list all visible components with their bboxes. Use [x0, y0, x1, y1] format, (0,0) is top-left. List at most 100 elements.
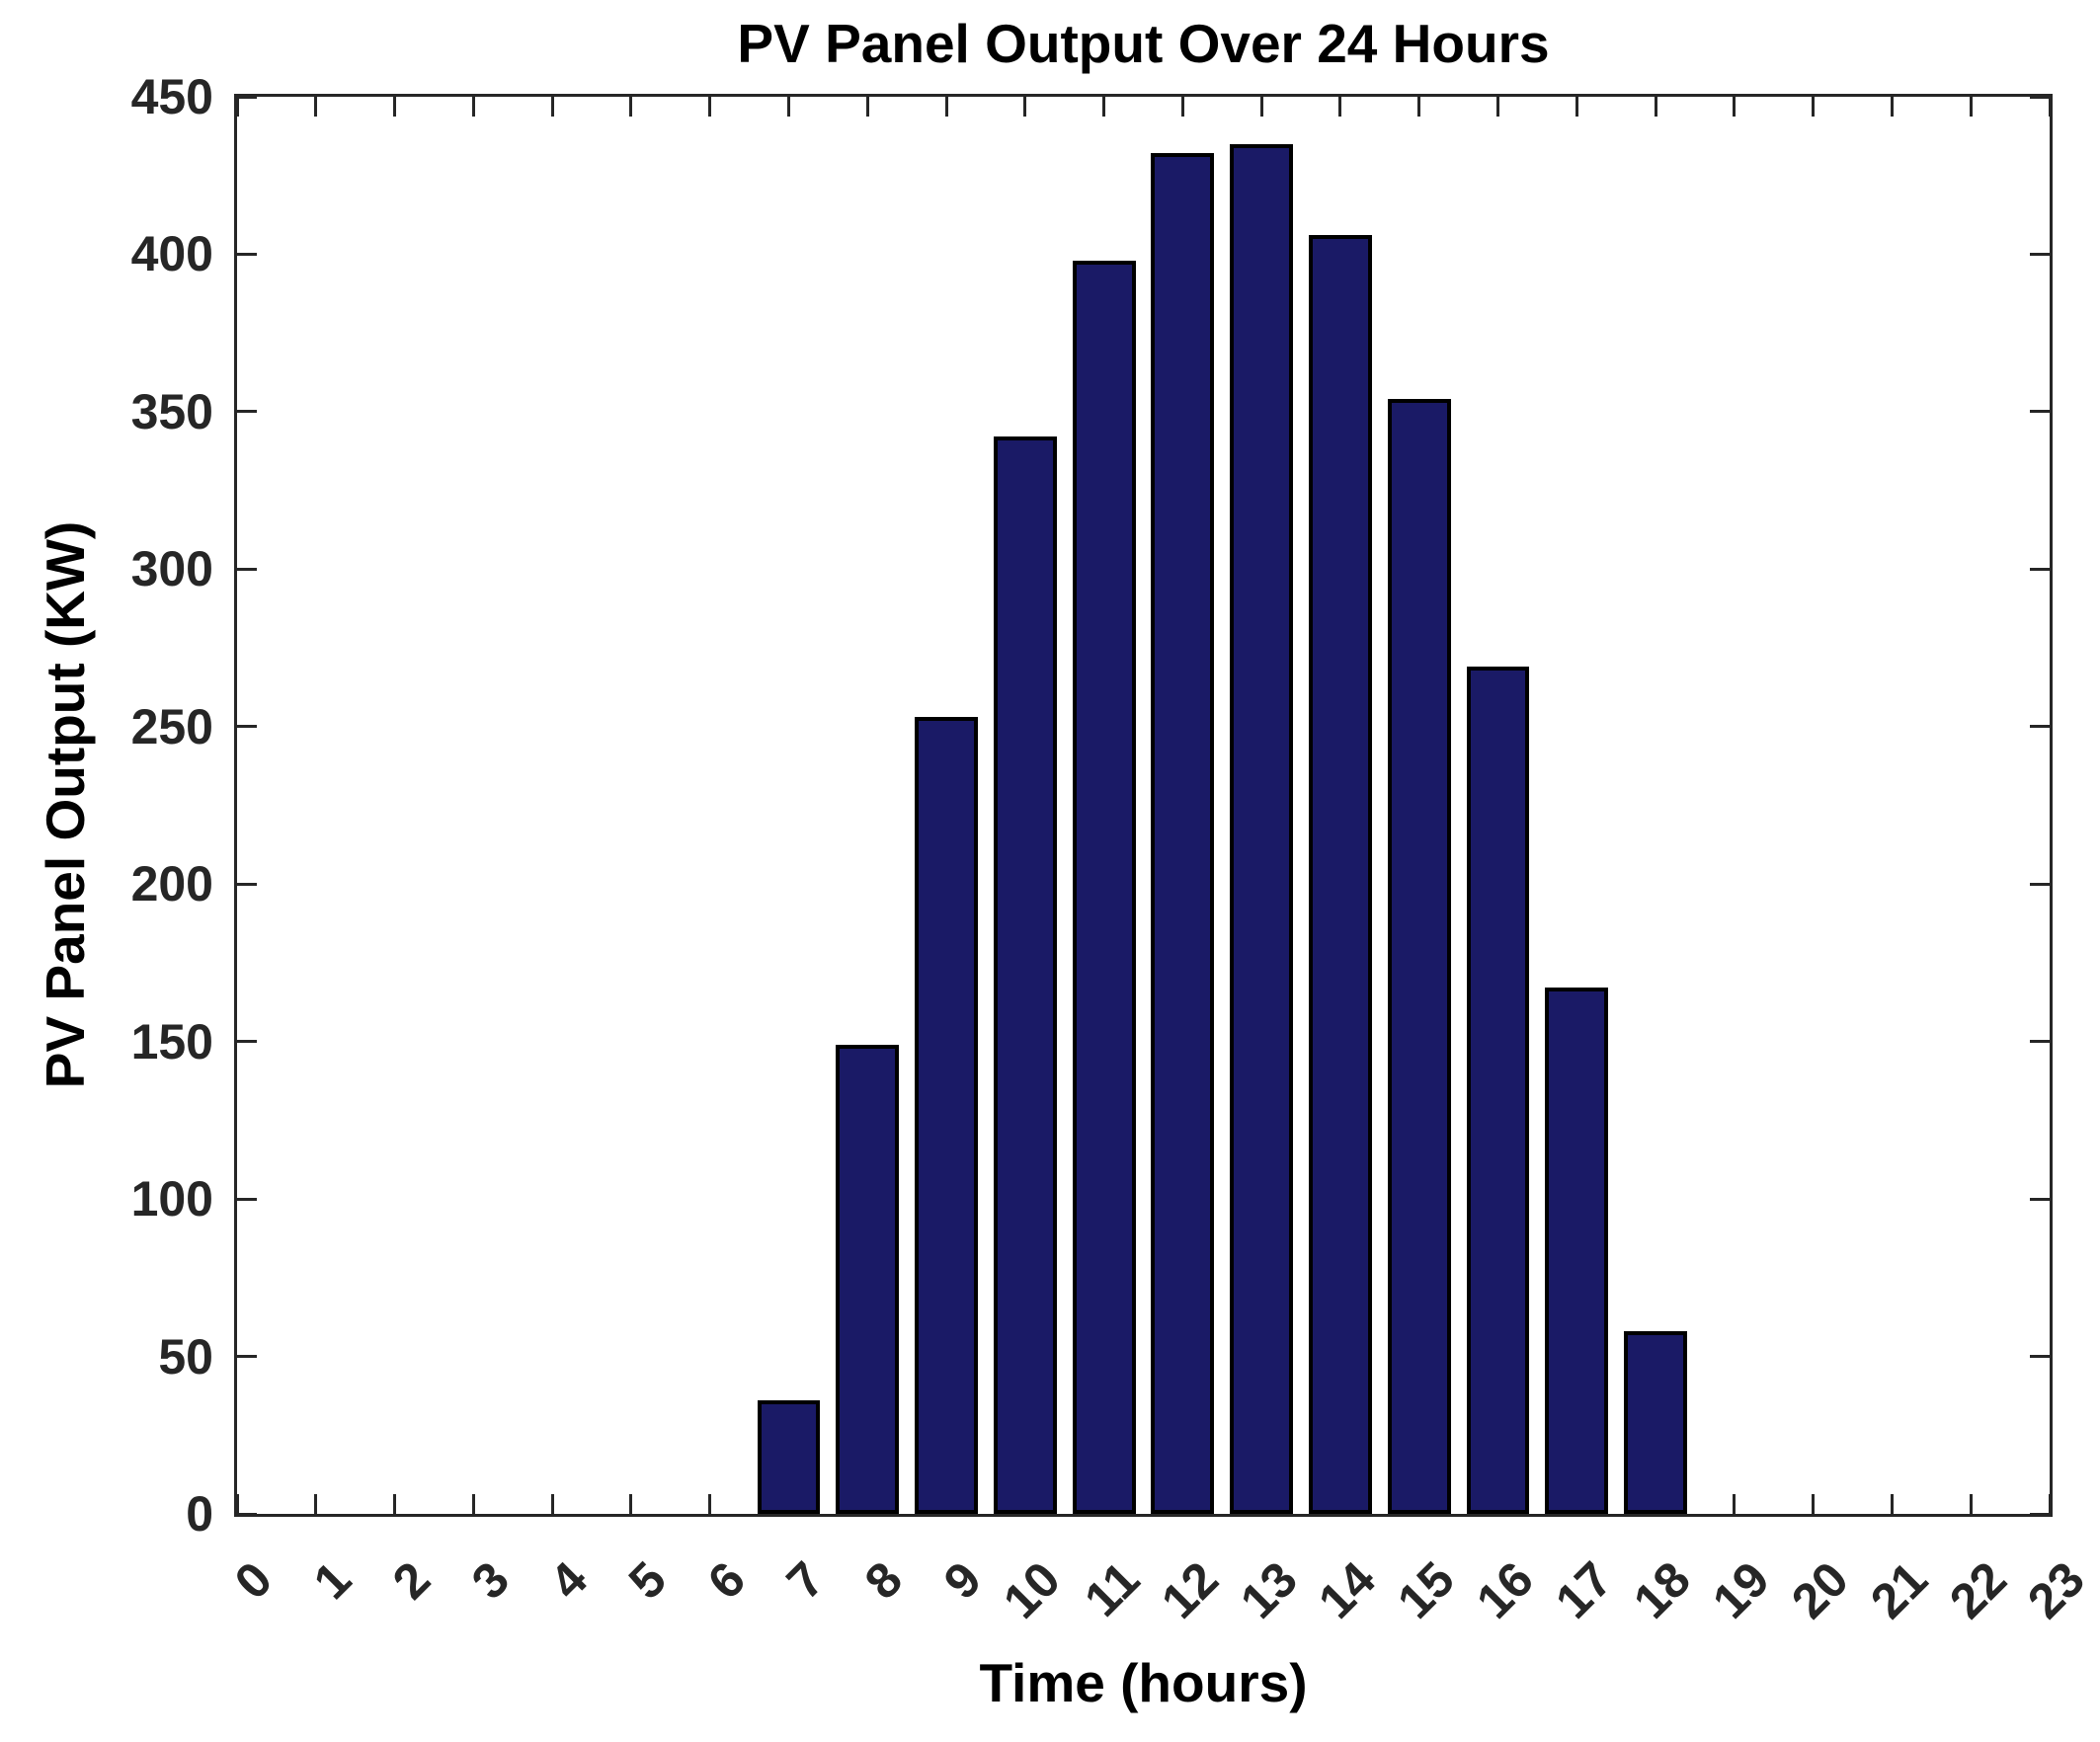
x-tick-top — [629, 97, 633, 117]
x-tick-label: 3 — [460, 1550, 520, 1610]
x-tick-top — [1417, 97, 1421, 117]
x-tick-bottom — [393, 1494, 397, 1514]
y-tick-left — [237, 567, 257, 571]
y-tick-right — [2030, 1355, 2050, 1359]
x-tick-label: 22 — [1938, 1550, 2017, 1629]
y-tick-label: 0 — [186, 1486, 213, 1542]
x-tick-label: 18 — [1623, 1550, 1702, 1629]
bar-hour-18 — [1624, 1331, 1687, 1514]
x-tick-top — [1496, 97, 1500, 117]
y-tick-label: 300 — [130, 541, 213, 597]
bar-hour-12 — [1151, 153, 1215, 1514]
y-tick-label: 250 — [130, 698, 213, 754]
x-tick-top — [1812, 97, 1816, 117]
bar-hour-10 — [993, 436, 1057, 1514]
y-tick-left — [237, 882, 257, 886]
x-tick-label: 6 — [696, 1550, 757, 1610]
x-tick-top — [471, 97, 475, 117]
x-tick-top — [393, 97, 397, 117]
x-tick-top — [1890, 97, 1894, 117]
x-tick-bottom — [550, 1494, 554, 1514]
y-tick-left — [237, 95, 257, 99]
x-tick-top — [1023, 97, 1027, 117]
y-tick-right — [2030, 410, 2050, 414]
y-tick-left — [237, 1512, 257, 1516]
bar-hour-17 — [1545, 988, 1609, 1514]
y-tick-left — [237, 725, 257, 729]
x-tick-bottom — [2048, 1494, 2052, 1514]
x-tick-top — [1180, 97, 1184, 117]
x-tick-top — [1969, 97, 1973, 117]
x-tick-bottom — [1812, 1494, 1816, 1514]
x-tick-bottom — [629, 1494, 633, 1514]
bar-hour-11 — [1072, 260, 1136, 1514]
y-axis-label: PV Panel Output (KW) — [35, 520, 96, 1089]
bar-hour-14 — [1309, 235, 1372, 1514]
chart-title: PV Panel Output Over 24 Hours — [737, 13, 1550, 74]
x-tick-top — [1338, 97, 1342, 117]
x-tick-label: 5 — [617, 1550, 678, 1610]
y-tick-right — [2030, 725, 2050, 729]
x-tick-top — [708, 97, 712, 117]
y-tick-right — [2030, 1197, 2050, 1201]
x-tick-label: 9 — [933, 1550, 993, 1610]
y-tick-left — [237, 410, 257, 414]
x-tick-bottom — [1733, 1494, 1737, 1514]
y-tick-left — [237, 1355, 257, 1359]
y-tick-label: 200 — [130, 856, 213, 912]
bar-hour-15 — [1387, 399, 1451, 1514]
x-tick-top — [944, 97, 948, 117]
x-tick-top — [550, 97, 554, 117]
x-tick-label: 13 — [1229, 1550, 1308, 1629]
x-tick-label: 21 — [1859, 1550, 1938, 1629]
y-tick-right — [2030, 882, 2050, 886]
x-tick-top — [786, 97, 790, 117]
x-tick-bottom — [471, 1494, 475, 1514]
y-tick-label: 400 — [130, 226, 213, 282]
y-tick-right — [2030, 567, 2050, 571]
y-tick-left — [237, 1040, 257, 1044]
bar-hour-7 — [757, 1400, 821, 1514]
x-tick-label: 19 — [1702, 1550, 1781, 1629]
y-tick-label: 50 — [158, 1328, 213, 1385]
y-tick-left — [237, 252, 257, 256]
x-tick-label: 15 — [1387, 1550, 1466, 1629]
y-tick-label: 350 — [130, 383, 213, 439]
x-tick-top — [235, 97, 239, 117]
x-tick-label: 10 — [993, 1550, 1072, 1629]
y-tick-right — [2030, 1040, 2050, 1044]
plot-area — [235, 95, 2052, 1516]
x-tick-label: 1 — [302, 1550, 363, 1610]
x-tick-label: 11 — [1073, 1550, 1150, 1627]
x-tick-bottom — [235, 1494, 239, 1514]
x-tick-top — [865, 97, 869, 117]
x-tick-top — [1733, 97, 1737, 117]
y-tick-label: 100 — [130, 1171, 213, 1227]
y-tick-right — [2030, 1512, 2050, 1516]
x-tick-top — [1259, 97, 1263, 117]
x-tick-top — [2048, 97, 2052, 117]
bar-hour-16 — [1466, 667, 1530, 1514]
y-tick-label: 150 — [130, 1013, 213, 1069]
x-tick-bottom — [708, 1494, 712, 1514]
x-tick-bottom — [1890, 1494, 1894, 1514]
x-tick-label: 23 — [2017, 1550, 2096, 1629]
y-tick-right — [2030, 95, 2050, 99]
x-axis-label: Time (hours) — [979, 1652, 1308, 1713]
x-tick-label: 7 — [775, 1550, 835, 1610]
bar-hour-13 — [1230, 143, 1294, 1514]
x-tick-top — [1654, 97, 1657, 117]
x-tick-label: 12 — [1150, 1550, 1229, 1629]
x-tick-label: 17 — [1544, 1550, 1623, 1629]
y-tick-left — [237, 1197, 257, 1201]
x-tick-bottom — [314, 1494, 318, 1514]
x-tick-top — [1102, 97, 1106, 117]
x-tick-label: 16 — [1465, 1550, 1544, 1629]
plot-frame — [234, 94, 2053, 1517]
bar-hour-9 — [915, 717, 978, 1514]
x-tick-label: 20 — [1781, 1550, 1859, 1629]
x-tick-label: 14 — [1308, 1550, 1387, 1629]
x-tick-top — [314, 97, 318, 117]
x-tick-label: 8 — [854, 1550, 914, 1610]
